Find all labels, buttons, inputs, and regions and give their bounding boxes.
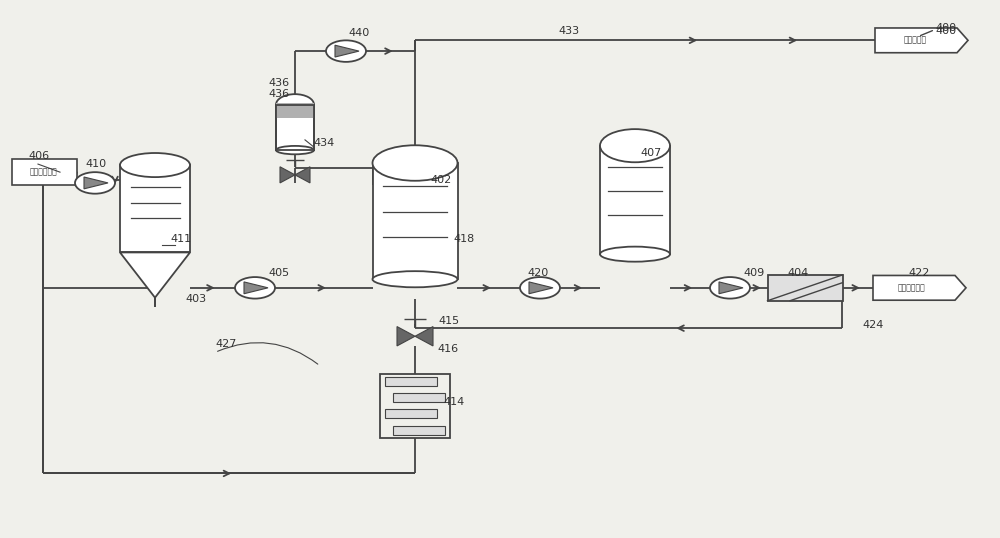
Polygon shape xyxy=(120,252,190,298)
Ellipse shape xyxy=(372,145,458,181)
Text: 420: 420 xyxy=(527,268,548,278)
Bar xyxy=(768,275,843,301)
Bar xyxy=(385,409,437,419)
Polygon shape xyxy=(397,327,415,346)
Ellipse shape xyxy=(600,129,670,162)
Bar xyxy=(276,103,314,118)
Polygon shape xyxy=(280,167,295,183)
Text: 400: 400 xyxy=(935,26,956,36)
Text: 436: 436 xyxy=(268,78,289,88)
Circle shape xyxy=(710,277,750,299)
Text: 403: 403 xyxy=(185,294,206,303)
Text: 440: 440 xyxy=(348,29,369,38)
Text: 427: 427 xyxy=(215,339,236,349)
Polygon shape xyxy=(529,282,553,294)
Circle shape xyxy=(75,172,115,194)
Text: 436: 436 xyxy=(268,89,289,99)
Text: 405: 405 xyxy=(268,268,289,278)
Text: 422: 422 xyxy=(908,268,929,278)
Bar xyxy=(276,104,314,150)
Text: 404: 404 xyxy=(787,268,808,278)
Polygon shape xyxy=(415,327,433,346)
Polygon shape xyxy=(335,45,359,57)
Text: 415: 415 xyxy=(438,316,459,325)
Polygon shape xyxy=(875,28,968,53)
Polygon shape xyxy=(295,167,310,183)
Text: 406: 406 xyxy=(28,151,49,161)
Polygon shape xyxy=(244,282,268,294)
Text: 418: 418 xyxy=(453,235,474,244)
Polygon shape xyxy=(873,275,966,300)
Bar xyxy=(372,163,458,279)
Text: 414: 414 xyxy=(443,398,464,407)
Polygon shape xyxy=(719,282,743,294)
Circle shape xyxy=(520,277,560,299)
Polygon shape xyxy=(84,177,108,189)
Text: 410: 410 xyxy=(85,159,106,169)
Bar xyxy=(385,377,437,386)
Ellipse shape xyxy=(276,146,314,154)
Bar xyxy=(600,146,670,254)
Text: 411: 411 xyxy=(170,235,191,244)
Text: 409: 409 xyxy=(743,268,764,278)
Text: 424: 424 xyxy=(862,321,883,330)
Text: 反应器废气: 反应器废气 xyxy=(903,36,927,45)
Ellipse shape xyxy=(372,271,458,287)
Text: 433: 433 xyxy=(558,26,579,36)
Bar xyxy=(393,393,445,402)
Text: 416: 416 xyxy=(437,344,458,353)
Ellipse shape xyxy=(120,153,190,177)
Text: 经处理的废水: 经处理的废水 xyxy=(898,284,926,292)
Bar xyxy=(393,426,445,435)
Circle shape xyxy=(235,277,275,299)
Ellipse shape xyxy=(276,94,314,115)
Bar xyxy=(120,165,190,252)
Bar xyxy=(12,159,77,185)
Text: 407: 407 xyxy=(640,148,661,158)
Circle shape xyxy=(326,40,366,62)
Ellipse shape xyxy=(600,246,670,261)
Text: 434: 434 xyxy=(313,138,334,147)
Text: 402: 402 xyxy=(430,175,451,185)
Text: 400: 400 xyxy=(935,23,956,33)
Bar xyxy=(276,104,314,150)
Bar xyxy=(380,374,450,438)
Text: 待处理的废水: 待处理的废水 xyxy=(30,167,58,176)
